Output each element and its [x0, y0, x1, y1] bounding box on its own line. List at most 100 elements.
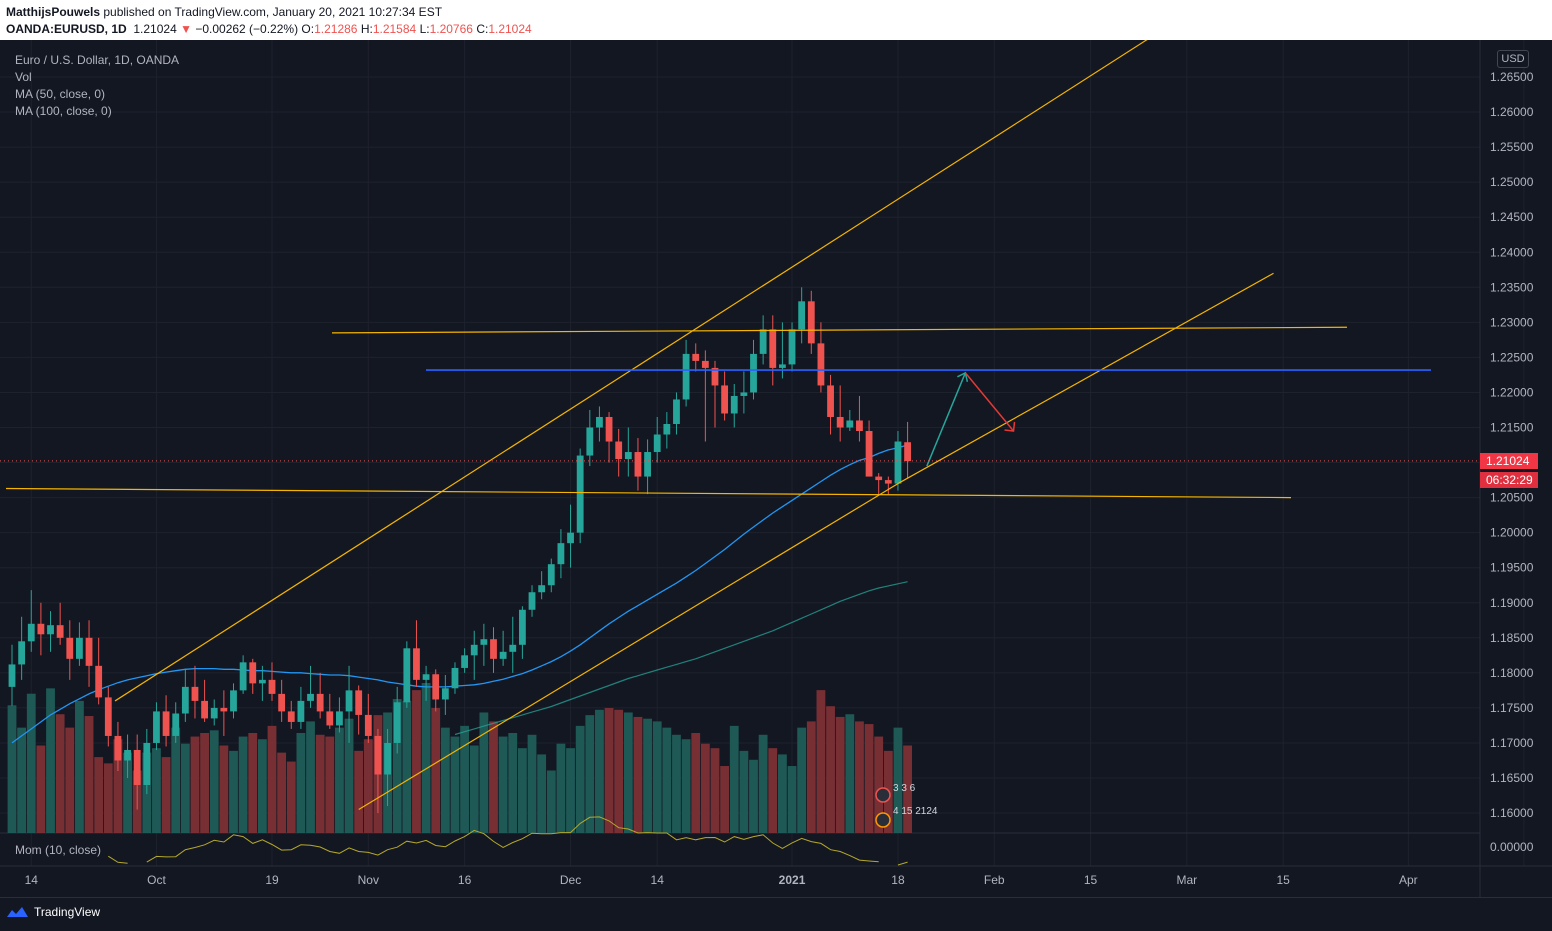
candle: [230, 683, 237, 719]
volume-bar: [874, 736, 884, 833]
volume-bar: [546, 770, 556, 833]
candle-body: [779, 364, 786, 368]
candle-body: [701, 360, 709, 368]
candle: [615, 428, 623, 477]
candle-body: [894, 441, 902, 484]
candle: [480, 623, 488, 666]
volume-bar: [566, 748, 575, 833]
candle: [846, 409, 854, 432]
time-tick-label: Nov: [358, 873, 379, 887]
legend-ma50: MA (50, close, 0): [15, 87, 106, 101]
volume-bar: [113, 739, 123, 833]
volume-bar: [200, 733, 209, 833]
candle: [37, 602, 45, 656]
price-tick-label: 1.23000: [1490, 315, 1534, 329]
candle: [172, 702, 180, 743]
candle-body: [27, 623, 35, 642]
price-tick-label: 1.22000: [1490, 385, 1534, 399]
volume-bar: [845, 714, 855, 833]
candle-body: [846, 420, 854, 428]
price-tick-label: 1.17000: [1490, 736, 1534, 750]
projection-down-arrow: [964, 372, 1015, 432]
candle-body: [730, 395, 738, 414]
candle: [104, 686, 112, 747]
volume-bar: [392, 699, 402, 833]
candle-body: [740, 392, 748, 396]
candle: [673, 392, 680, 435]
volume-bar: [835, 716, 845, 833]
candle-body: [422, 674, 430, 680]
price-tick-label: 1.20000: [1490, 526, 1534, 540]
author-name[interactable]: MatthijsPouwels: [6, 5, 101, 19]
candle: [162, 695, 170, 747]
volume-bar: [65, 727, 75, 833]
volume-bar: [335, 727, 344, 833]
candle-body: [8, 664, 16, 687]
candle: [374, 728, 382, 814]
legend-vol: Vol: [15, 70, 32, 84]
candle: [490, 627, 497, 673]
price-tick-label: 1.25000: [1490, 175, 1534, 189]
candle: [904, 421, 911, 479]
candle-body: [76, 637, 83, 659]
price-tick-label: 1.21500: [1490, 421, 1534, 435]
candle: [605, 412, 613, 463]
volume-bar: [94, 757, 104, 833]
volume-bar: [440, 727, 450, 833]
time-tick-label: 14: [651, 873, 665, 887]
high-label: H:: [360, 22, 373, 36]
currency-button[interactable]: USD: [1497, 50, 1529, 68]
volume-bar: [537, 754, 547, 833]
candle: [817, 322, 825, 393]
high-value: 1.21584: [372, 22, 417, 36]
tradingview-brand[interactable]: TradingView: [6, 905, 100, 919]
volume-bar: [816, 690, 826, 833]
candle-body: [374, 735, 382, 775]
candle: [740, 371, 748, 414]
publish-header: MatthijsPouwels published on TradingView…: [0, 0, 1552, 40]
volume-bar: [749, 759, 758, 833]
candle: [287, 700, 295, 729]
candle-body: [759, 329, 767, 354]
candle-body: [66, 637, 74, 659]
volume-bar: [306, 721, 315, 833]
candle: [509, 616, 517, 673]
price-tick-label: 1.16000: [1490, 806, 1534, 820]
volume-bar: [180, 743, 190, 833]
candle-body: [836, 416, 844, 428]
volume-bar: [36, 745, 46, 833]
candle: [422, 665, 430, 701]
price-chart[interactable]: 1.26500 1.26000 1.25500 1.25000 1.24500 1.240…: [0, 40, 1552, 897]
candle-body: [596, 416, 603, 428]
momentum-tick-label: 0.00000: [1490, 840, 1534, 854]
volume-bar: [238, 736, 248, 833]
volume-bar: [787, 766, 797, 833]
candle-body: [470, 644, 478, 656]
candle: [865, 420, 873, 477]
volume-bar: [46, 688, 55, 833]
candle: [663, 412, 671, 449]
momentum-line: [108, 816, 908, 866]
candle: [210, 699, 218, 726]
candle: [441, 674, 449, 715]
candle-body: [95, 665, 103, 698]
low-value: 1.20766: [429, 22, 473, 36]
candle-body: [490, 639, 497, 659]
candle: [95, 637, 103, 705]
candle-body: [297, 700, 305, 722]
candle-body: [432, 674, 440, 700]
candle: [384, 728, 391, 807]
candle: [807, 290, 815, 354]
candle-body: [663, 423, 671, 435]
volume-bar: [768, 748, 778, 833]
candle-body: [162, 711, 170, 736]
volume-bar: [161, 757, 171, 833]
price-tick-label: 1.24000: [1490, 245, 1534, 259]
candle: [345, 665, 353, 743]
channel-lower-line: [358, 483, 899, 811]
candle: [730, 384, 738, 428]
legend-title: Euro / U.S. Dollar, 1D, OANDA: [15, 53, 180, 67]
candle: [576, 448, 584, 544]
candle-body: [721, 385, 729, 414]
candle: [18, 616, 26, 680]
